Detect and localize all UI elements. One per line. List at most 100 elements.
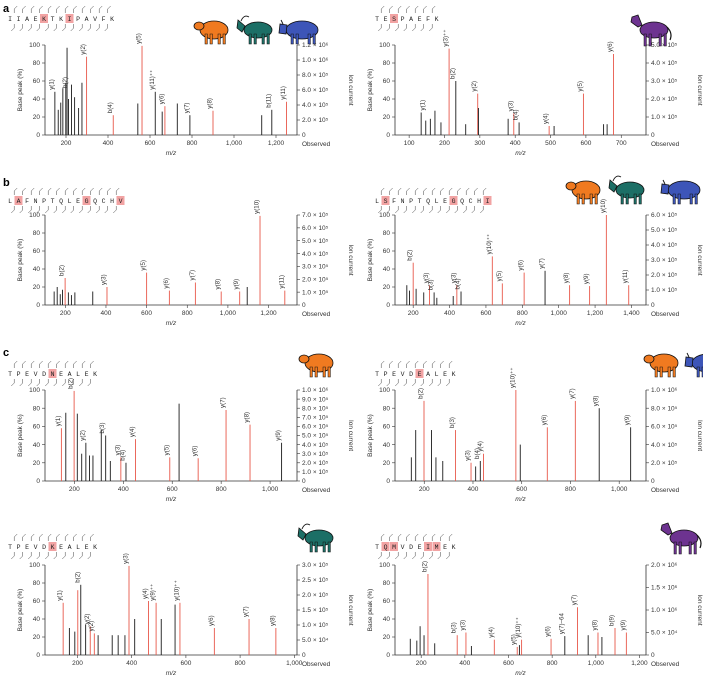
horse-icon	[630, 14, 672, 47]
y-ion-bracket	[431, 533, 436, 541]
y2-tick-label: 3.0 × 10⁵	[302, 562, 329, 569]
cow-leg	[677, 193, 681, 205]
y-tick-label: 80	[383, 580, 391, 587]
y-ion-bracket	[81, 187, 86, 195]
peak-label: y(9)	[233, 279, 240, 290]
y-ion-bracket	[389, 187, 393, 195]
b-ion-bracket	[11, 552, 15, 560]
y-tick-label: 80	[383, 230, 391, 237]
y-ion-bracket	[73, 187, 77, 195]
b-ion-bracket	[403, 379, 407, 387]
y-ion-bracket	[380, 5, 385, 13]
y-ion-bracket	[107, 187, 111, 195]
residue: T	[8, 371, 12, 378]
y-ion-bracket	[47, 187, 52, 195]
b-ion-bracket	[386, 552, 390, 560]
residue: E	[443, 371, 447, 378]
cow-icon	[660, 179, 701, 205]
sheep-leg	[222, 33, 226, 45]
y-tick-label: 80	[33, 405, 41, 412]
b-ion-bracket	[28, 206, 32, 214]
horse-icon	[660, 522, 702, 555]
y-ion-bracket	[22, 360, 26, 368]
residue: K	[42, 16, 46, 23]
residue-highlight	[432, 542, 441, 551]
y-tick-label: 40	[33, 616, 41, 623]
y2-tick-label: 2.0 × 10⁵	[651, 460, 678, 467]
peak-label: y(8)	[269, 615, 276, 626]
goat-horn	[301, 523, 311, 530]
residue: K	[110, 16, 114, 23]
b-ion-bracket	[62, 552, 66, 560]
x-tick-label: 400	[459, 660, 470, 667]
x-tick-label: 1,000	[226, 140, 243, 147]
y2-tick-label: 0	[302, 132, 306, 139]
x-tick-label: 400	[101, 310, 112, 317]
x-axis-title: m/z	[166, 320, 177, 327]
residue: L	[375, 198, 379, 205]
sheep-head	[643, 354, 655, 364]
y-tick-label: 60	[33, 424, 41, 431]
y-ion-bracket	[13, 187, 18, 195]
peak-label: y(7)	[571, 595, 578, 606]
x-tick-label: 600	[481, 310, 492, 317]
y-tick-label: 100	[29, 562, 40, 569]
peak-label: y(8)	[593, 396, 600, 407]
y-ion-bracket	[73, 533, 77, 541]
sheep-leg	[309, 366, 313, 378]
y2-tick-label: 2.0 × 10⁶	[651, 562, 678, 569]
x-tick-label: 200	[60, 310, 71, 317]
y2-tick-label: 3.0 × 10⁵	[651, 78, 678, 85]
cow-head	[278, 23, 288, 35]
observed-label: Observed	[651, 661, 680, 668]
y-tick-label: 20	[383, 114, 391, 121]
goat-leg	[314, 541, 318, 553]
cow-leg	[290, 33, 294, 45]
y2-tick-label: 6.0 × 10⁵	[302, 424, 329, 431]
b-ion-bracket	[446, 552, 450, 560]
b-ion-bracket	[62, 206, 66, 214]
peak-label: y(11)	[278, 275, 285, 289]
peak-label: b(4)	[107, 102, 114, 113]
goat-leg	[266, 33, 270, 45]
b-ion-bracket	[412, 379, 416, 387]
y-tick-label: 100	[379, 387, 390, 394]
peak-label: y(10)⁺⁺	[173, 580, 180, 601]
y2-tick-label: 0	[302, 652, 306, 659]
y-ion-bracket	[440, 360, 444, 368]
y2-tick-label: 3.0 × 10⁵	[651, 257, 678, 264]
residue: Q	[93, 198, 97, 205]
peak-label: b(3)	[451, 622, 458, 633]
y2-tick-label: 1.2 × 10⁶	[302, 42, 329, 49]
residue: K	[93, 371, 97, 378]
residue: D	[409, 371, 413, 378]
y2-tick-label: 5.0 × 10⁴	[302, 637, 329, 644]
y-tick-label: 40	[383, 442, 391, 449]
y2-tick-label: 3.0 × 10⁵	[302, 451, 329, 458]
cow-icon	[278, 19, 319, 45]
y-ion-bracket	[90, 533, 94, 541]
y-ion-bracket	[107, 5, 111, 13]
goat-leg	[309, 541, 313, 553]
cow-leg	[689, 193, 693, 205]
residue: E	[76, 198, 80, 205]
residue: Q	[384, 544, 388, 551]
y-tick-label: 80	[383, 405, 391, 412]
sheep-leg	[672, 366, 676, 378]
b-ion-bracket	[53, 24, 57, 32]
y-ion-bracket	[81, 5, 86, 13]
peak-label: b(2)	[421, 561, 428, 572]
residue: K	[452, 544, 456, 551]
sheep-head	[193, 21, 205, 31]
y-ion-bracket	[431, 5, 436, 13]
residue: T	[51, 16, 55, 23]
residue-highlight	[424, 542, 432, 551]
peak-label: y(10)⁺⁺	[486, 234, 493, 255]
y-ion-bracket	[457, 187, 461, 195]
horse-tail	[666, 26, 672, 41]
y-ion-bracket	[47, 5, 52, 13]
b-ion-bracket	[87, 24, 91, 32]
x-tick-label: 1,000	[611, 486, 628, 493]
